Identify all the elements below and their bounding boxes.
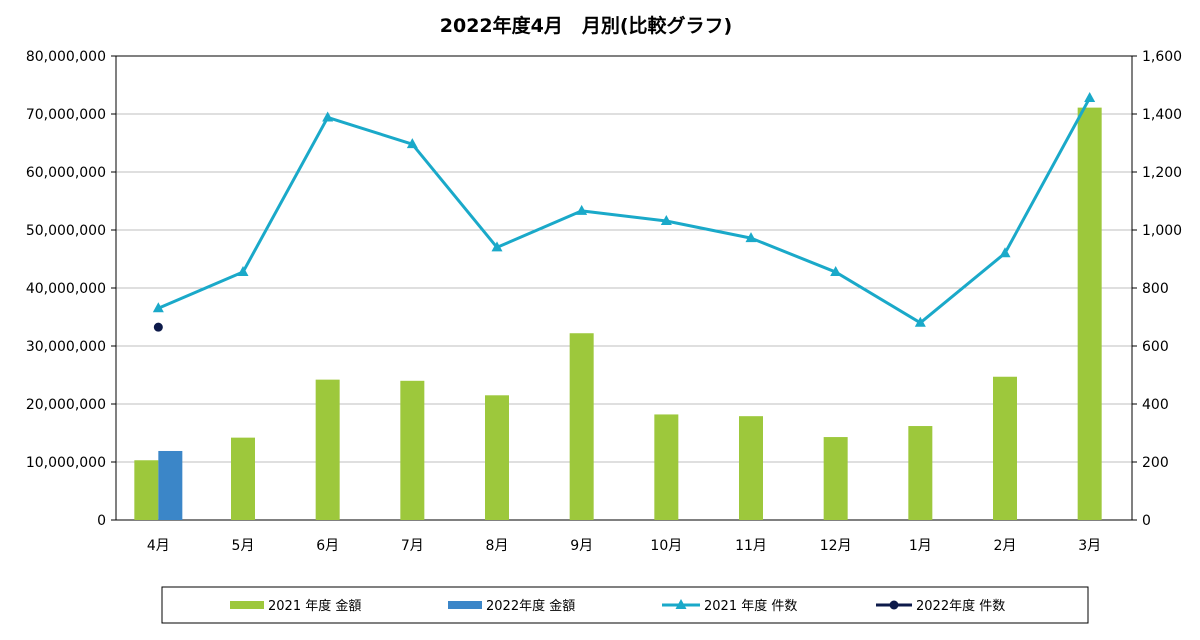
legend-marker-2021-count [675,599,687,609]
y-right-tick-label: 600 [1142,339,1169,355]
bar-2021-amount [485,395,509,520]
point-2021-count [322,111,334,122]
bar-2022-amount [158,450,183,520]
legend-swatch-2021-amount [230,601,264,609]
plot-frame [115,55,1133,521]
point-2021-count [237,266,249,277]
bar-2021-amount [739,416,763,520]
x-tick-label: 3月 [1078,538,1101,554]
y-left-tick-label: 40,000,000 [26,281,106,297]
point-2021-count [830,266,842,277]
point-2022-count [153,322,163,332]
point-2021-count [152,302,164,313]
point-2021-count [745,232,757,243]
point-2021-count [406,138,418,149]
y-left-tick-label: 50,000,000 [26,223,106,239]
legend-frame [161,586,1089,624]
x-tick-label: 4月 [147,538,170,554]
x-tick-label: 5月 [232,538,255,554]
x-tick-label: 11月 [735,538,767,554]
legend-label-2021-count: 2021 年度 件数 [704,598,797,614]
legend-label-2021-amount: 2021 年度 金額 [268,598,361,614]
x-tick-label: 9月 [570,538,593,554]
y-left-tick-label: 80,000,000 [26,49,106,65]
y-left-tick-label: 70,000,000 [26,107,106,123]
legend-swatch-2022-amount [448,601,482,609]
bar-2021-amount [134,460,159,520]
x-tick-label: 8月 [486,538,509,554]
legend-marker-2022-count [889,600,899,610]
y-right-tick-label: 200 [1142,455,1169,471]
chart-title: 2022年度4月 月別(比較グラフ) [440,14,732,37]
legend-label-2022-amount: 2022年度 金額 [486,598,575,614]
bar-2021-amount [231,437,255,520]
legend: 2021 年度 金額 2022年度 金額 2021 年度 件数 2022年度 件数 [161,586,1089,624]
x-tick-label: 10月 [650,538,682,554]
y-left-tick-label: 10,000,000 [26,455,106,471]
bar-2021-amount [908,426,933,520]
legend-label-2022-count: 2022年度 件数 [916,598,1005,614]
x-tick-label: 1月 [909,538,932,554]
y-right-tick-label: 800 [1142,281,1169,297]
point-2021-count [914,316,926,327]
y-right-tick-label: 400 [1142,397,1169,413]
point-2021-count [999,247,1011,258]
plot-area: 0 10,000,000 20,000,000 30,000,000 40,000,00… [26,49,1182,554]
point-2021-count [491,241,503,252]
point-2021-count [660,215,672,226]
y-right-tick-label: 1,200 [1142,165,1182,181]
y-right-tick-label: 1,400 [1142,107,1182,123]
bar-2021-amount [654,414,679,520]
line-2021-count [157,97,1091,325]
y-right-tick-label: 1,600 [1142,49,1182,65]
x-tick-label: 12月 [820,538,852,554]
bar-2021-amount [315,379,340,520]
bar-2021-amount [400,380,425,520]
y-left-tick-label: 0 [97,513,106,529]
x-tick-label: 2月 [994,538,1017,554]
x-tick-label: 6月 [316,538,339,554]
y-right-tick-label: 0 [1142,513,1151,529]
bar-2021-amount [823,437,848,520]
y-left-tick-label: 60,000,000 [26,165,106,181]
y-right-tick-label: 1,000 [1142,223,1182,239]
bar-2021-amount [993,376,1017,520]
bar-2021-amount [569,333,594,520]
point-2021-count [1084,92,1096,103]
y-left-tick-label: 30,000,000 [26,339,106,355]
y-left-tick-label: 20,000,000 [26,397,106,413]
x-tick-label: 7月 [401,538,424,554]
point-2021-count [576,204,588,215]
bar-2021-amount [1077,107,1102,521]
